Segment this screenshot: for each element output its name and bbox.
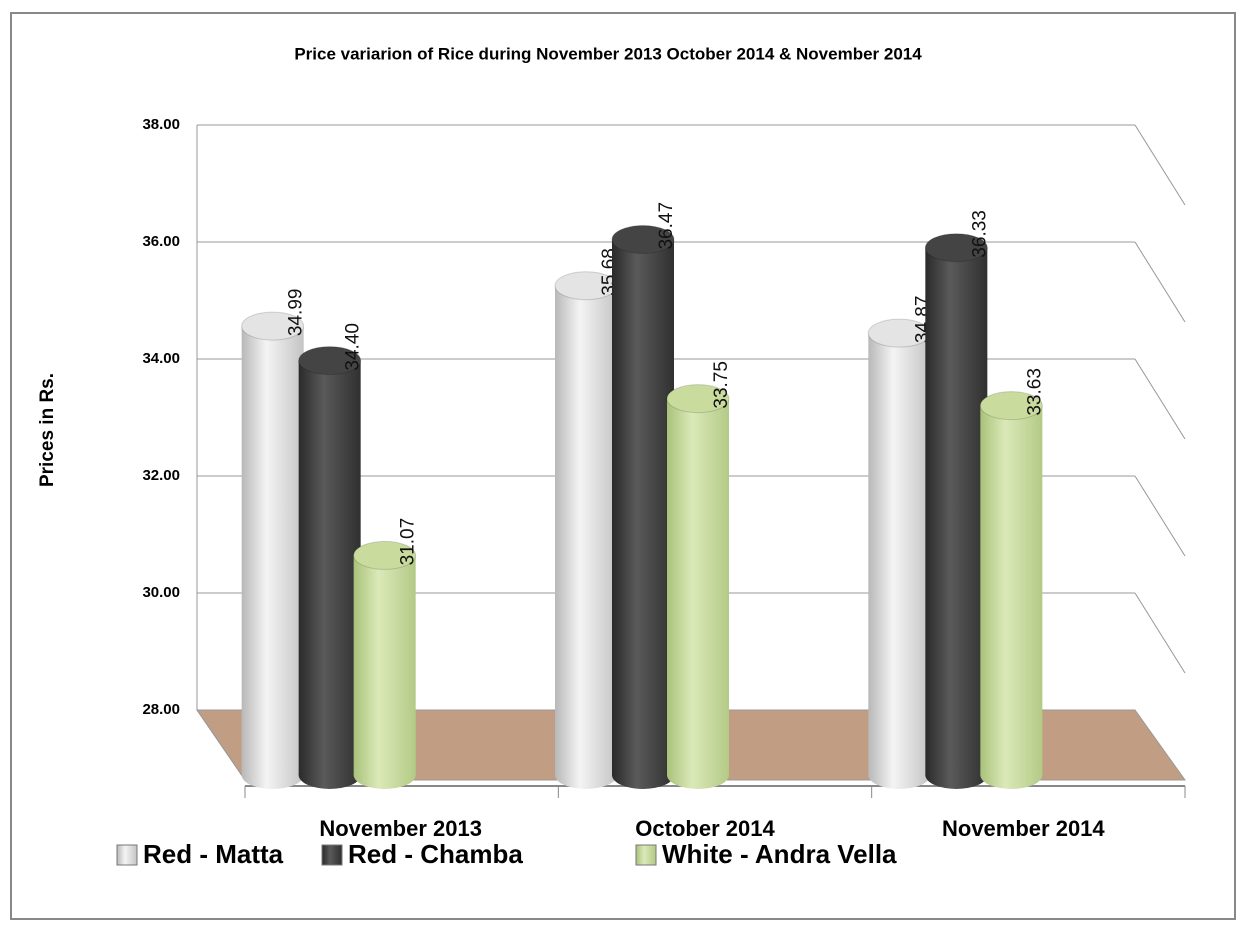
bar-top <box>979 391 1043 421</box>
grid-line-side <box>1134 358 1186 440</box>
bar <box>868 333 931 775</box>
data-label: 36.33 <box>969 210 990 258</box>
grid-line-side <box>1134 475 1186 557</box>
chart-title: Price variarion of Rice during November … <box>294 44 922 63</box>
data-label: 33.63 <box>1024 368 1045 416</box>
y-axis-label: Prices in Rs. <box>37 373 58 487</box>
data-label: 31.07 <box>398 518 419 566</box>
bar <box>980 405 1043 775</box>
legend-marker <box>635 844 657 866</box>
grid-line-side <box>1134 124 1186 206</box>
bar <box>555 285 617 775</box>
bar <box>667 398 729 775</box>
legend-label: Red - Chamba <box>348 839 523 869</box>
grid-line-side <box>1134 241 1186 323</box>
data-label: 34.99 <box>286 289 307 337</box>
bar-top <box>611 225 675 255</box>
bar <box>298 360 361 775</box>
legend-marker <box>116 844 138 866</box>
legend-label: White - Andra Vella <box>662 839 897 869</box>
x-tick-label: October 2014 <box>635 816 775 841</box>
y-tick-label: 30.00 <box>142 584 180 601</box>
frame <box>10 12 1236 920</box>
bar <box>241 326 304 775</box>
bar <box>612 239 674 775</box>
y-tick-label: 38.00 <box>142 116 180 133</box>
legend-label: Red - Matta <box>143 839 284 869</box>
x-tick-label: November 2013 <box>319 816 482 841</box>
bar-top <box>924 233 988 263</box>
data-label: 33.75 <box>711 361 732 409</box>
bar-top <box>241 311 305 341</box>
bar <box>925 247 988 775</box>
bar-top <box>666 384 730 414</box>
side-edge <box>196 709 246 781</box>
y-tick-label: 36.00 <box>142 233 180 250</box>
legend-marker <box>321 844 343 866</box>
y-tick-label: 28.00 <box>142 701 180 718</box>
grid-line-side <box>1134 592 1186 674</box>
bar <box>353 555 416 775</box>
y-tick-label: 32.00 <box>142 467 180 484</box>
data-label: 36.47 <box>656 202 677 250</box>
y-tick-label: 34.00 <box>142 350 180 367</box>
x-tick-label: November 2014 <box>942 816 1105 841</box>
bar-top <box>298 346 362 376</box>
data-label: 34.40 <box>343 323 364 371</box>
bar-top <box>353 540 417 570</box>
